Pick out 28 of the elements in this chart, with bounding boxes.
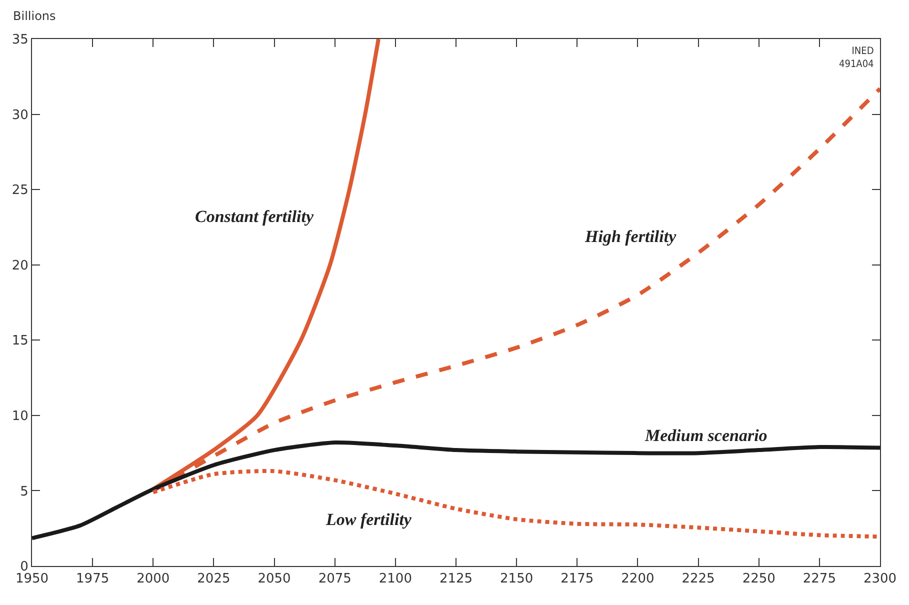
x-tick-label: 2275 bbox=[802, 572, 836, 587]
x-tick-label: 2000 bbox=[136, 572, 170, 587]
x-tick-label: 1950 bbox=[15, 572, 49, 587]
y-axis-title: Billions bbox=[13, 9, 56, 23]
y-tick-label: 10 bbox=[12, 408, 28, 424]
series-label: High fertility bbox=[584, 227, 677, 246]
x-tick-label: 2050 bbox=[258, 572, 291, 587]
y-tick-label: 25 bbox=[12, 183, 28, 198]
y-tick-label: 5 bbox=[20, 484, 28, 500]
y-tick-label: 30 bbox=[12, 108, 28, 123]
x-tick-label: 2150 bbox=[500, 572, 534, 587]
x-tick-label: 2025 bbox=[197, 572, 230, 587]
annotation: INED 491A04 bbox=[839, 46, 874, 70]
series-label: Low fertility bbox=[325, 510, 412, 529]
x-tick-label: 2175 bbox=[560, 572, 594, 587]
x-tick-label: 2125 bbox=[439, 572, 473, 587]
x-tick-label: 2200 bbox=[621, 572, 654, 587]
x-tick-label: 2300 bbox=[863, 572, 897, 587]
x-tick-label: 2225 bbox=[682, 572, 715, 587]
y-tick-label: 20 bbox=[12, 258, 28, 274]
series-label: Medium scenario bbox=[644, 426, 768, 445]
series-label: Constant fertility bbox=[195, 207, 314, 226]
x-tick-label: 2250 bbox=[742, 572, 776, 587]
x-tick-label: 2100 bbox=[378, 572, 412, 587]
y-tick-label: 15 bbox=[12, 334, 28, 349]
x-tick-label: 1975 bbox=[76, 572, 110, 587]
x-tick-label: 2075 bbox=[318, 572, 352, 587]
y-tick-label: 35 bbox=[12, 32, 28, 48]
